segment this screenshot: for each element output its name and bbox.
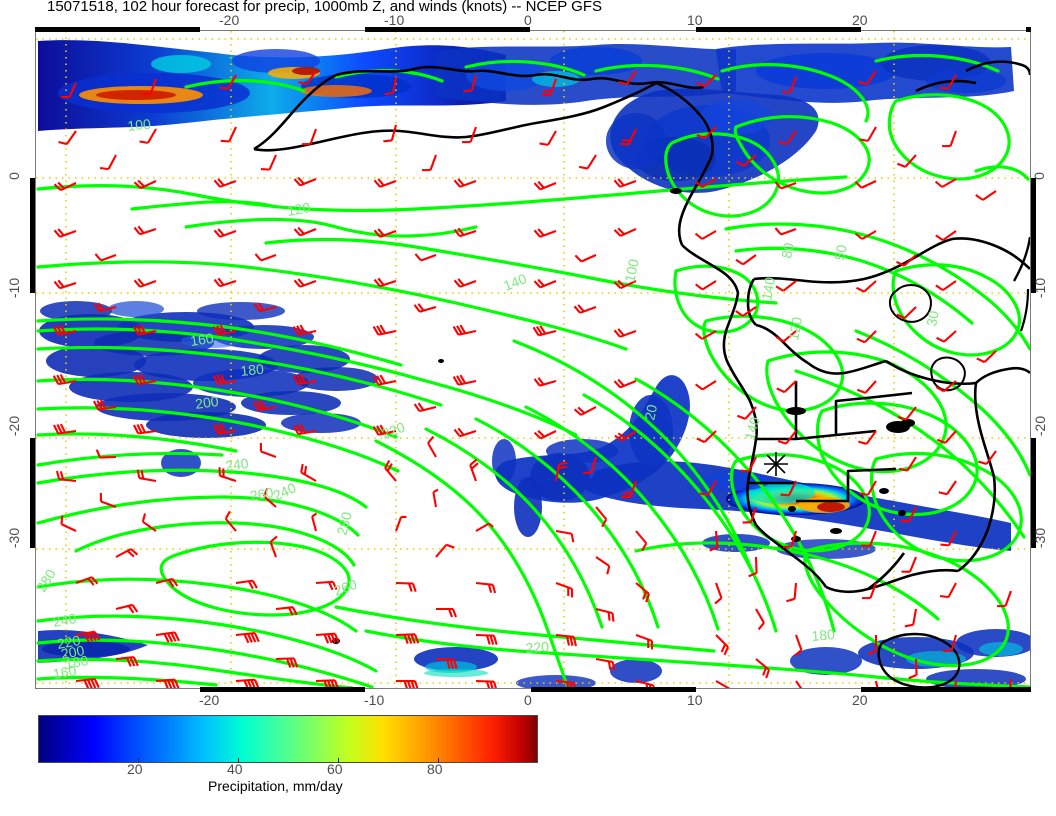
svg-text:200: 200 bbox=[60, 642, 86, 662]
colorbar-tickmark-80 bbox=[438, 758, 439, 763]
colorbar[interactable] bbox=[38, 715, 538, 763]
svg-text:240: 240 bbox=[52, 610, 78, 630]
svg-text:220: 220 bbox=[525, 638, 550, 656]
svg-text:220: 220 bbox=[380, 419, 408, 442]
ytick-left-1: -10 bbox=[6, 277, 23, 299]
colorbar-tick-label-2: 60 bbox=[327, 761, 343, 777]
svg-text:20: 20 bbox=[641, 403, 660, 422]
coastlines-and-borders bbox=[253, 60, 1030, 688]
ytick-left-0: 0 bbox=[5, 172, 22, 180]
svg-text:30: 30 bbox=[923, 309, 941, 327]
map-plot-area[interactable]: 100 120 140 160 180 200 220 240 260 280 … bbox=[35, 30, 1031, 689]
xtick-bottom-2: 0 bbox=[524, 692, 532, 708]
xtick-bottom-3: 10 bbox=[687, 692, 703, 708]
ytick-right-0: 0 bbox=[1030, 172, 1047, 180]
xtick-top-4: 20 bbox=[852, 12, 868, 28]
svg-text:140: 140 bbox=[741, 415, 763, 442]
xtick-bottom-1: -10 bbox=[364, 692, 385, 708]
colorbar-tick-label-0: 20 bbox=[127, 761, 143, 777]
figure-title: 15071518, 102 hour forecast for precip, … bbox=[47, 0, 602, 15]
ytick-left-2: -20 bbox=[6, 415, 23, 437]
colorbar-tickmark-40 bbox=[238, 758, 239, 763]
svg-text:180: 180 bbox=[811, 626, 836, 644]
svg-text:140: 140 bbox=[758, 276, 778, 302]
ytick-left-3: -30 bbox=[6, 527, 23, 549]
svg-text:260: 260 bbox=[332, 576, 360, 599]
svg-text:180: 180 bbox=[64, 652, 90, 672]
svg-text:100: 100 bbox=[127, 116, 152, 134]
svg-text:260: 260 bbox=[249, 484, 275, 504]
ytick-right-3: -30 bbox=[1032, 527, 1049, 549]
svg-text:80: 80 bbox=[778, 241, 796, 259]
xtick-top-3: 10 bbox=[687, 12, 703, 28]
station-marker bbox=[764, 452, 788, 476]
svg-text:280: 280 bbox=[333, 510, 355, 537]
ytick-right-2: -20 bbox=[1032, 415, 1049, 437]
colorbar-gradient bbox=[39, 716, 537, 762]
colorbar-tick-label-3: 80 bbox=[427, 761, 443, 777]
xtick-bottom-4: 20 bbox=[852, 692, 868, 708]
xtick-bottom-0: -20 bbox=[199, 692, 220, 708]
colorbar-tick-label-1: 40 bbox=[227, 761, 243, 777]
svg-text:160: 160 bbox=[52, 662, 78, 682]
svg-text:180: 180 bbox=[240, 361, 265, 379]
svg-text:100: 100 bbox=[621, 257, 642, 283]
colorbar-tickmark-20 bbox=[138, 758, 139, 763]
xtick-top-0: -20 bbox=[219, 12, 240, 28]
geopotential-contours bbox=[36, 53, 1030, 688]
map-gridlines bbox=[36, 31, 1030, 688]
ytick-right-1: -10 bbox=[1032, 277, 1049, 299]
svg-text:120: 120 bbox=[785, 316, 805, 342]
svg-text:240: 240 bbox=[224, 455, 250, 474]
colorbar-tickmark-60 bbox=[338, 758, 339, 763]
svg-text:50: 50 bbox=[831, 243, 849, 261]
svg-text:120: 120 bbox=[286, 199, 312, 219]
colorbar-axis-label: Precipitation, mm/day bbox=[208, 778, 343, 794]
map-canvas: 100 120 140 160 180 200 220 240 260 280 … bbox=[36, 31, 1030, 688]
xtick-top-2: 0 bbox=[524, 12, 532, 28]
xtick-top-1: -10 bbox=[384, 12, 405, 28]
svg-text:200: 200 bbox=[194, 393, 220, 412]
svg-text:160: 160 bbox=[189, 330, 215, 349]
svg-text:220: 220 bbox=[56, 632, 82, 652]
